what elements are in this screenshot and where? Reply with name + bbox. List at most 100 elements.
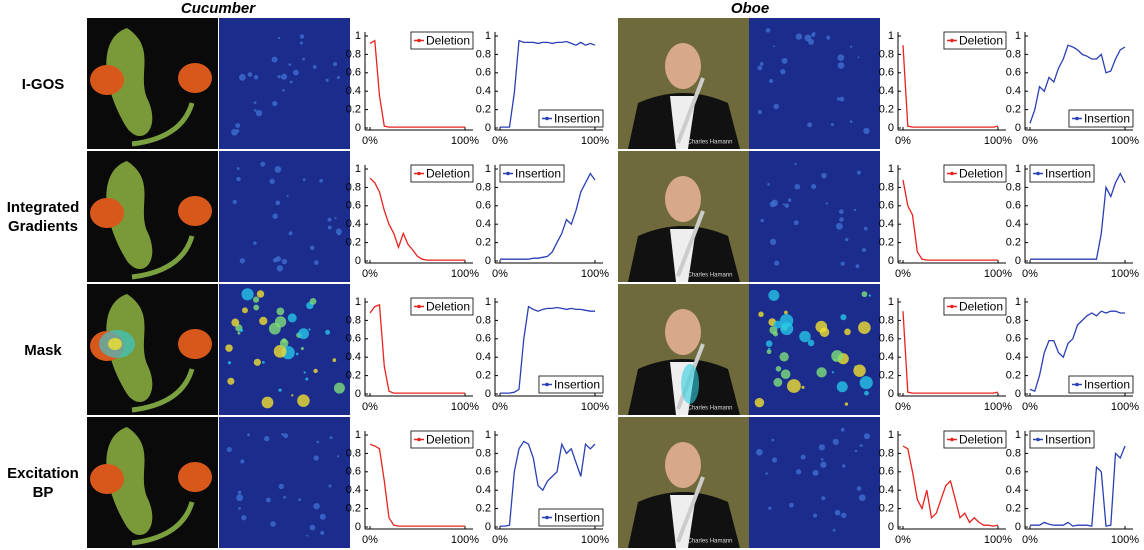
heat-spot xyxy=(780,322,794,336)
heat-spot xyxy=(312,65,317,69)
heat-spot xyxy=(831,371,834,374)
heat-spot xyxy=(276,307,285,316)
heat-spot xyxy=(334,217,337,220)
x-tick-label: 0% xyxy=(895,401,911,413)
heat-spot xyxy=(272,213,278,219)
heat-spot xyxy=(849,120,853,123)
heat-spot xyxy=(833,358,837,362)
y-tick-label: 1 xyxy=(355,296,361,308)
y-tick-label: 1 xyxy=(1015,30,1021,42)
x-tick-label: 100% xyxy=(451,401,479,413)
heat-spot xyxy=(801,385,805,389)
heat-spot xyxy=(835,222,843,230)
heat-spot xyxy=(771,199,779,207)
heat-spot xyxy=(859,376,873,390)
photo-oboe: Charles Hamann xyxy=(618,417,749,548)
legend-swatch-dot xyxy=(417,171,421,176)
y-tick-label: 0.8 xyxy=(346,314,361,326)
heat-spot xyxy=(757,65,763,71)
legend-swatch-dot xyxy=(950,304,954,309)
heat-spot xyxy=(854,449,858,453)
heat-spot xyxy=(270,521,276,527)
mask-blob xyxy=(681,364,699,404)
heat-spot xyxy=(269,178,275,185)
bean xyxy=(131,501,195,546)
heat-spot xyxy=(844,402,849,406)
heat-spot xyxy=(863,127,870,135)
heat-spot xyxy=(306,534,309,537)
legend-label: Insertion xyxy=(515,167,561,181)
y-tick-label: 0.2 xyxy=(476,370,491,382)
y-tick-label: 0.2 xyxy=(346,104,361,116)
heat-spot xyxy=(825,202,828,205)
y-tick-label: 0.4 xyxy=(476,484,491,496)
heat-spot xyxy=(837,62,845,69)
face xyxy=(665,309,701,355)
x-tick-label: 100% xyxy=(581,401,609,413)
heat-spot xyxy=(861,248,867,253)
legend-swatch-dot xyxy=(950,171,954,176)
heat-spot xyxy=(787,198,792,202)
y-tick-label: 0.8 xyxy=(476,314,491,326)
legend-box xyxy=(943,430,1007,449)
legend: Insertion xyxy=(1068,375,1134,394)
oboe xyxy=(676,476,705,543)
heat-spot xyxy=(300,346,304,351)
x-tick-label: 100% xyxy=(1111,534,1139,546)
heat-spot xyxy=(278,483,285,490)
column-header: Oboe xyxy=(730,0,770,17)
heat-spot xyxy=(279,338,289,348)
face xyxy=(665,442,701,488)
heat-spot xyxy=(253,358,261,366)
heat-spot xyxy=(272,257,278,263)
legend: Deletion xyxy=(410,297,474,316)
x-tick-label: 100% xyxy=(451,268,479,280)
heat-spot xyxy=(854,365,857,368)
heat-spot xyxy=(236,167,240,171)
row-label: Mask xyxy=(24,341,62,359)
tomato xyxy=(178,329,212,359)
heat-spot xyxy=(836,97,841,101)
y-tick-label: 1 xyxy=(355,429,361,441)
y-tick-label: 0.2 xyxy=(346,370,361,382)
legend-swatch-dot xyxy=(545,515,549,520)
watermark: Charles Hamann xyxy=(687,406,732,412)
heat-spot xyxy=(856,486,862,491)
heat-spot xyxy=(840,427,845,432)
heat-spot xyxy=(238,506,241,510)
heat-spot xyxy=(237,490,242,495)
legend-box xyxy=(499,164,565,183)
heat-spot xyxy=(289,80,293,84)
mask-blob xyxy=(108,338,122,350)
legend-label: Insertion xyxy=(554,112,600,126)
heat-spot xyxy=(274,165,282,173)
y-tick-label: 0.6 xyxy=(1006,200,1021,212)
x-tick-label: 100% xyxy=(984,135,1012,147)
y-tick-label: 0.6 xyxy=(1006,333,1021,345)
y-tick-label: 0.4 xyxy=(1006,351,1021,363)
legend-swatch-dot xyxy=(950,38,954,43)
heat-spot xyxy=(332,61,338,67)
y-tick-label: 0.4 xyxy=(879,351,894,363)
series-line xyxy=(500,39,596,128)
x-tick-label: 100% xyxy=(984,268,1012,280)
heat-spot xyxy=(861,291,868,298)
face xyxy=(665,43,701,89)
bean xyxy=(131,235,195,280)
cucumber xyxy=(106,427,153,536)
series-line xyxy=(902,45,999,128)
heat-spot xyxy=(241,307,248,314)
photo-oboe: Charles Hamann xyxy=(618,151,749,282)
legend-label: Deletion xyxy=(959,167,1003,181)
heat-spot xyxy=(325,78,329,82)
heat-spot xyxy=(855,264,860,269)
heat-spot xyxy=(765,340,773,347)
x-tick-label: 0% xyxy=(362,268,378,280)
series-line xyxy=(500,305,595,394)
y-tick-label: 0.6 xyxy=(879,333,894,345)
photo-oboe: Charles Hamann xyxy=(618,284,749,415)
heat-spot xyxy=(227,377,235,385)
heat-spot xyxy=(811,33,816,38)
heat-spot xyxy=(303,371,306,374)
heat-spot xyxy=(316,440,320,444)
